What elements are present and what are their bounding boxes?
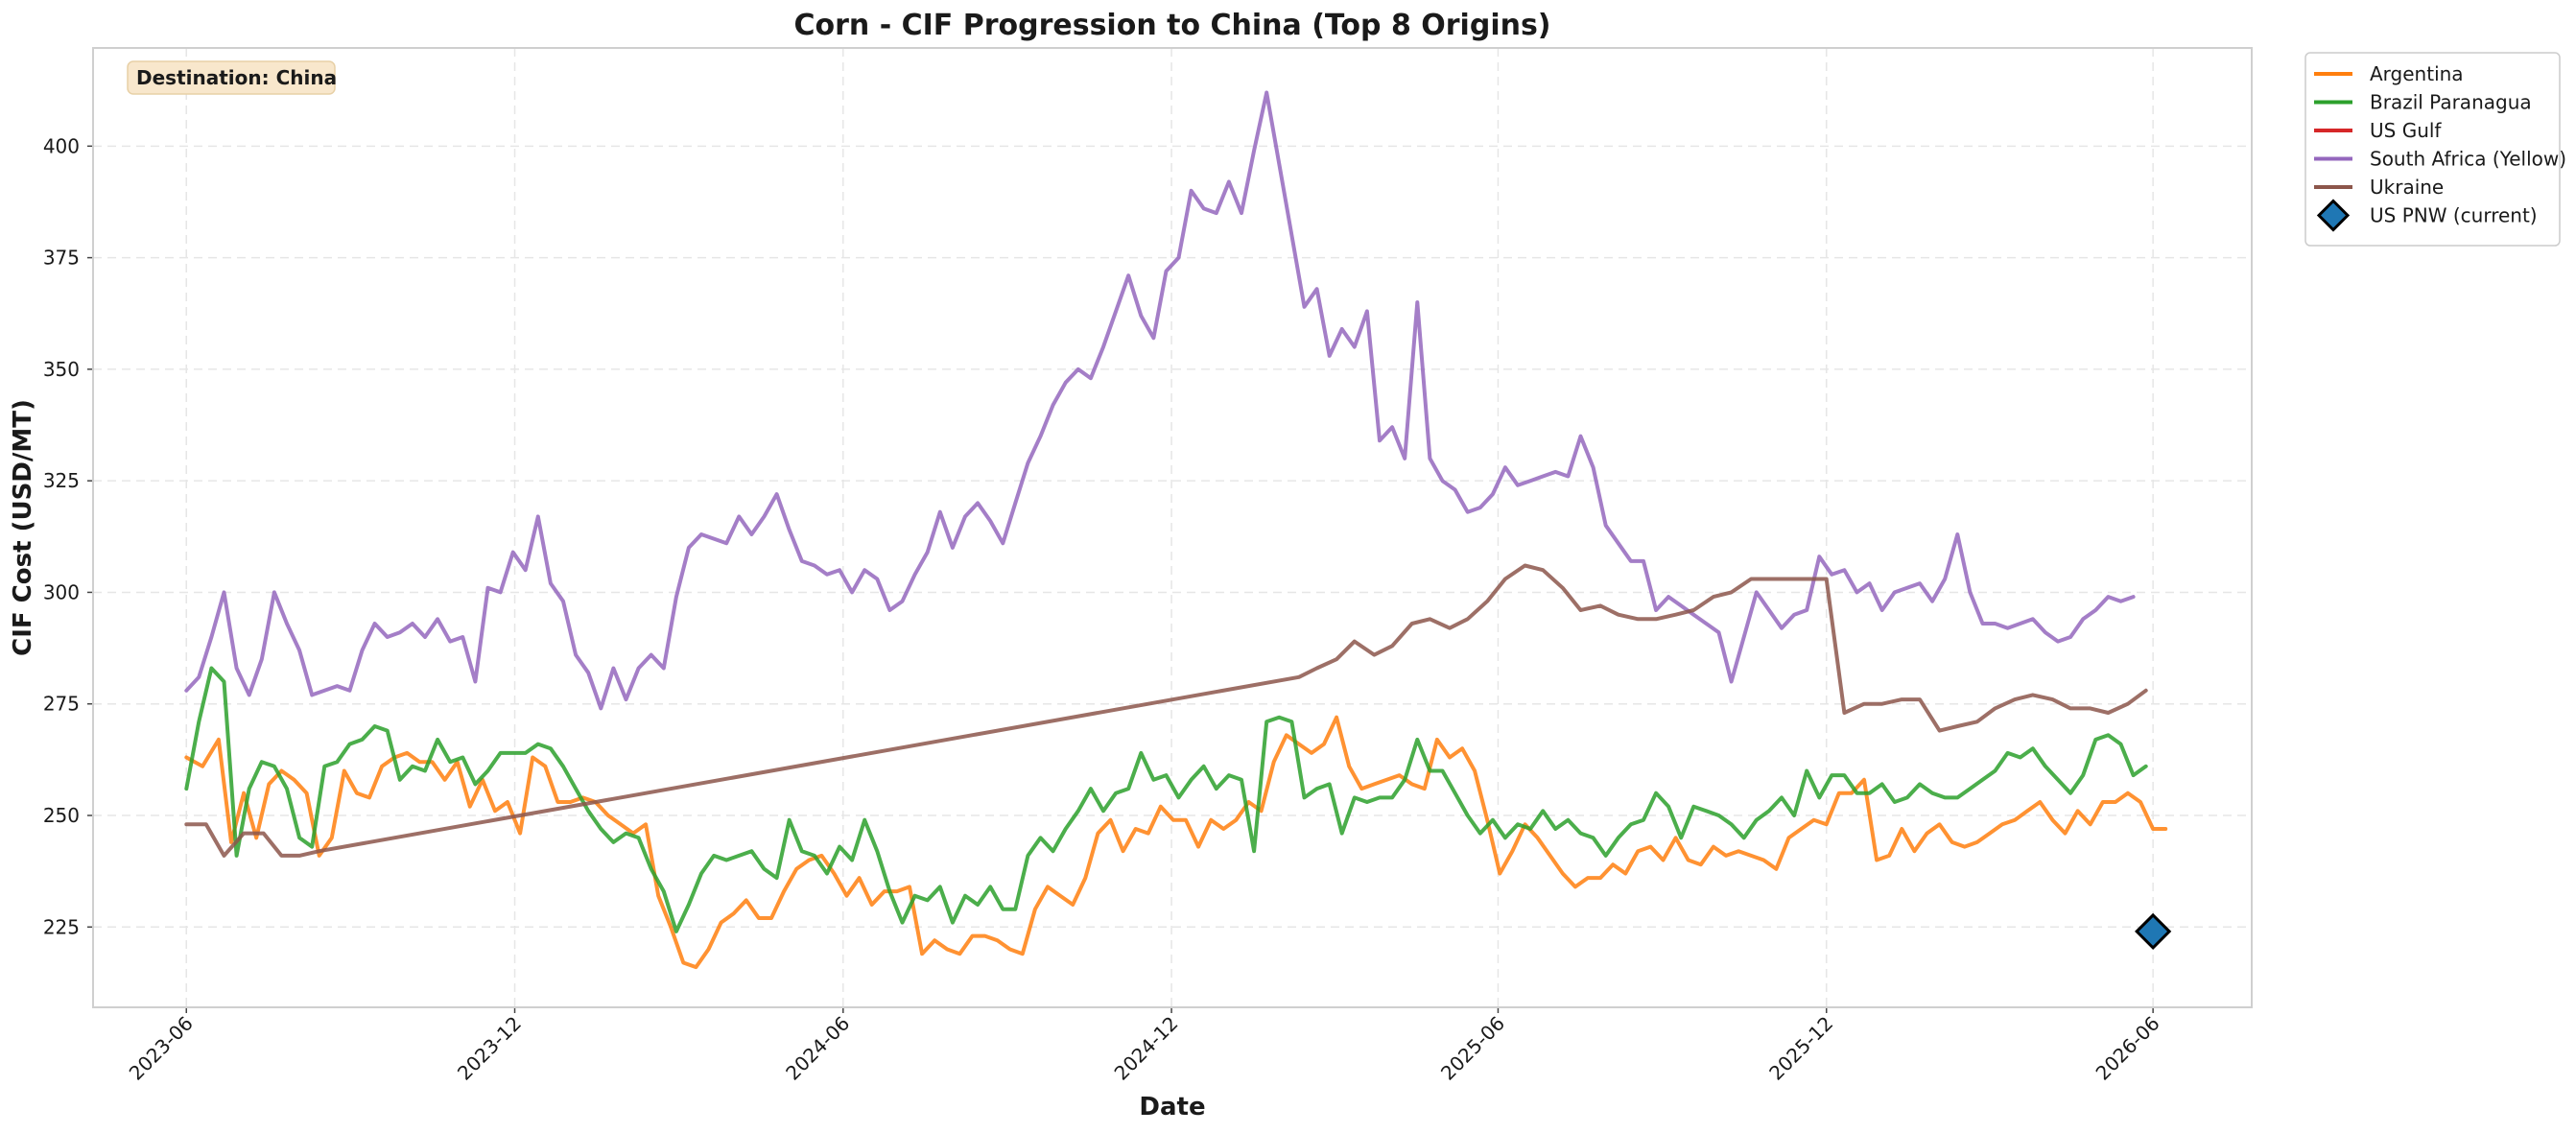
legend-label-argentina: Argentina [2370, 62, 2464, 85]
y-tick-label: 300 [43, 580, 80, 603]
y-tick-label: 275 [43, 693, 80, 716]
x-tick-label: 2024-06 [781, 1012, 854, 1085]
series-layer [184, 90, 2172, 970]
legend-label-south-africa-yellow: South Africa (Yellow) [2370, 148, 2566, 171]
series-marker-us-pnw-current [2135, 912, 2172, 951]
y-tick-label: 400 [43, 134, 80, 157]
series-line-brazil-paranagua [184, 666, 2148, 933]
x-tick-label: 2023-12 [453, 1012, 526, 1085]
legend: Argentina Brazil Paranagua US Gulf South Af… [2304, 52, 2566, 247]
legend-marker-us-pnw-current [2316, 199, 2351, 232]
y-tick-label: 325 [43, 469, 80, 492]
legend-box [2304, 52, 2561, 247]
legend-label-us-gulf: US Gulf [2370, 119, 2442, 142]
x-tick-label: 2025-06 [1436, 1012, 1509, 1085]
legend-label-us-pnw-current: US PNW (current) [2370, 204, 2538, 227]
chart-title: Corn - CIF Progression to China (Top 8 O… [793, 9, 1550, 42]
y-tick-label: 250 [43, 804, 80, 827]
legend-label-ukraine: Ukraine [2370, 176, 2444, 199]
annotation-text: Destination: China [136, 66, 337, 89]
y-tick-label: 350 [43, 358, 80, 381]
x-tick-label: 2024-12 [1110, 1012, 1183, 1085]
axis-ticks: 225 250 275 300 325 350 375 400 2023-06 2023-12 20… [43, 134, 2164, 1084]
series-line-argentina [184, 715, 2168, 970]
series-line-south-africa-yellow [184, 90, 2136, 711]
y-tick-label: 225 [43, 915, 80, 938]
y-tick-label: 375 [43, 247, 80, 270]
annotation-box: Destination: China [127, 60, 337, 95]
y-axis-label: CIF Cost (USD/MT) [9, 399, 37, 656]
series-line-ukraine [184, 563, 2148, 858]
x-axis-label: Date [1139, 1093, 1205, 1121]
x-tick-label: 2025-12 [1764, 1012, 1837, 1085]
x-tick-label: 2026-06 [2092, 1012, 2164, 1085]
legend-label-brazil-paranagua: Brazil Paranagua [2370, 91, 2532, 114]
grid [93, 48, 2252, 1007]
plot-frame [92, 47, 2253, 1008]
x-tick-label: 2023-06 [125, 1012, 198, 1085]
